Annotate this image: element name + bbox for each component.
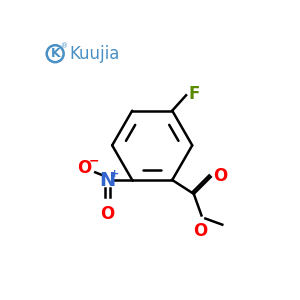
Text: Kuujia: Kuujia [69, 45, 119, 63]
Text: N: N [99, 170, 116, 190]
Text: +: + [110, 169, 119, 179]
Text: F: F [188, 85, 200, 103]
Text: ®: ® [61, 43, 68, 49]
Text: O: O [194, 222, 208, 240]
Text: K: K [50, 47, 60, 60]
Text: O: O [100, 205, 115, 223]
Text: O: O [213, 167, 227, 185]
Text: −: − [88, 154, 99, 167]
Text: O: O [77, 159, 92, 177]
